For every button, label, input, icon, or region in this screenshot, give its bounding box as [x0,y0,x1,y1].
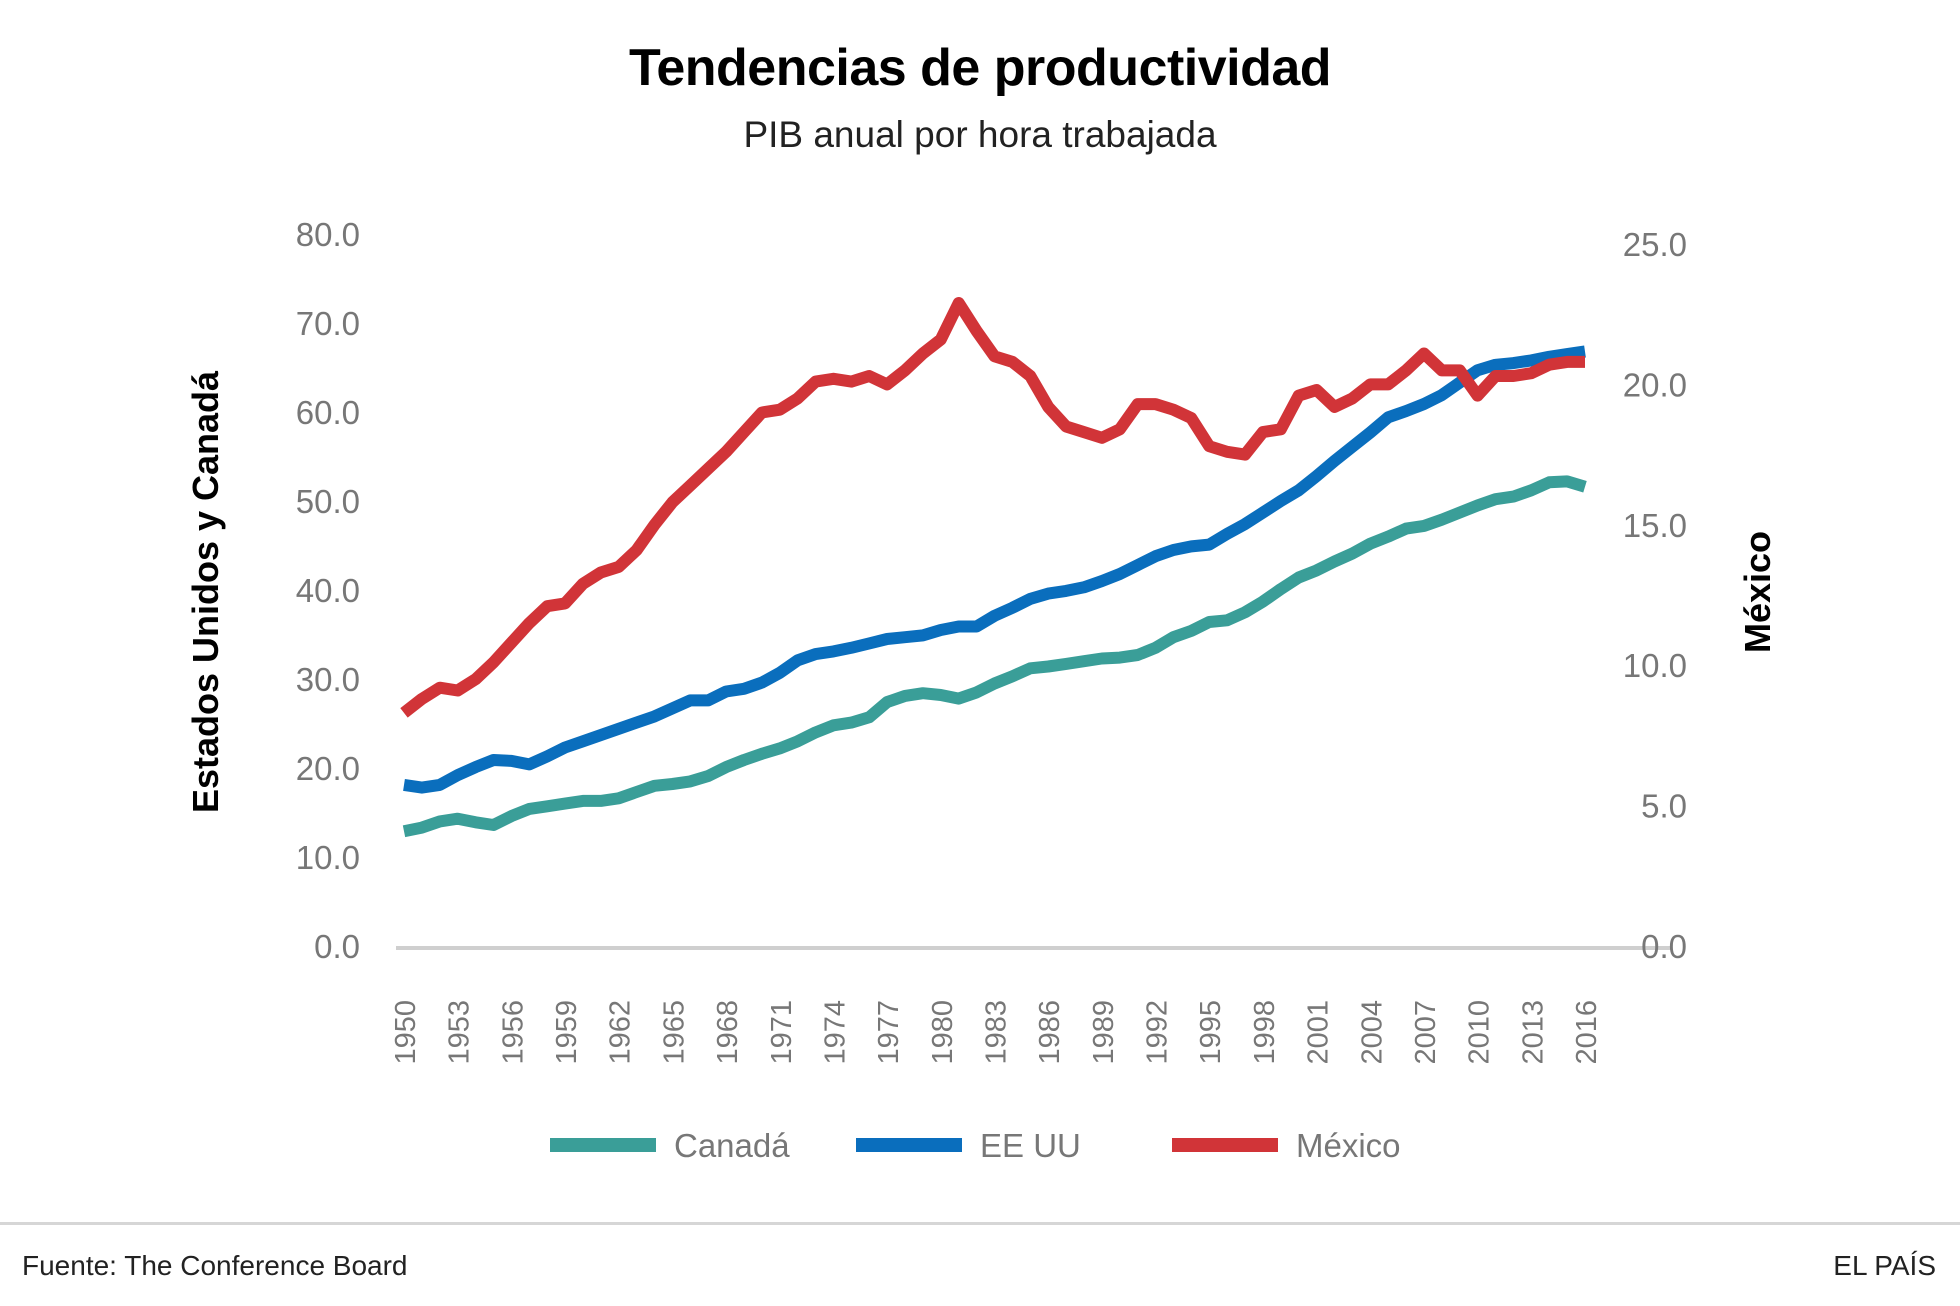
source-note: Fuente: The Conference Board [22,1250,408,1281]
x-tick-label: 2010 [1464,1000,1496,1065]
y-tick-label-right: 20.0 [1623,366,1687,403]
chart-subtitle: PIB anual por hora trabajada [743,114,1217,155]
x-tick-label: 2013 [1517,1000,1549,1065]
x-tick-label: 1983 [981,1000,1013,1065]
chart-title: Tendencias de productividad [628,39,1332,97]
legend-swatch [550,1138,656,1152]
y-tick-label-left: 20.0 [296,750,360,787]
y-axis-title-left: Estados Unidos y Canadá [185,370,226,813]
x-tick-label: 1950 [390,1000,422,1065]
x-tick-label: 2007 [1410,1000,1442,1065]
x-tick-label: 1992 [1142,1000,1174,1065]
x-tick-label: 1977 [873,1000,905,1065]
x-tick-label: 1959 [551,1000,583,1065]
y-tick-label-left: 0.0 [314,928,360,965]
x-tick-label: 2001 [1303,1000,1335,1065]
brand-logo: EL PAÍS [1833,1250,1936,1281]
legend-label: EE UU [980,1127,1081,1164]
x-tick-label: 1995 [1195,1000,1227,1065]
y-tick-label-left: 10.0 [296,839,360,876]
series-line-ee-uu [403,345,1586,794]
legend-swatch [1172,1138,1278,1152]
y-tick-label-right: 5.0 [1641,788,1687,825]
x-tick-label: 1989 [1088,1000,1120,1065]
x-tick-label: 1956 [497,1000,529,1065]
y-axis-title-right: México [1737,531,1778,653]
x-tick-label: 1986 [1034,1000,1066,1065]
x-tick-label: 1971 [766,1000,798,1065]
y-tick-label-left: 60.0 [296,394,360,431]
y-tick-label-left: 30.0 [296,661,360,698]
x-tick-label: 2004 [1356,1000,1388,1065]
x-tick-label: 1998 [1249,1000,1281,1065]
y-tick-label-left: 40.0 [296,572,360,609]
series-line-canad- [402,475,1587,838]
x-tick-label: 1962 [605,1000,637,1065]
series-line-m-xico [400,297,1585,718]
legend-label: México [1296,1127,1401,1164]
x-tick-label: 1974 [819,1000,851,1065]
x-tick-label: 1980 [927,1000,959,1065]
y-tick-label-left: 50.0 [296,483,360,520]
y-tick-label-left: 70.0 [296,305,360,342]
y-tick-label-right: 25.0 [1623,226,1687,263]
legend-label: Canadá [674,1127,790,1164]
y-tick-label-left: 80.0 [296,216,360,253]
footer-divider [0,1222,1960,1225]
x-tick-label: 1953 [444,1000,476,1065]
y-tick-label-right: 15.0 [1623,507,1687,544]
x-tick-label: 1965 [658,1000,690,1065]
y-tick-label-right: 0.0 [1641,928,1687,965]
x-tick-label: 2016 [1571,1000,1603,1065]
y-tick-label-right: 10.0 [1623,647,1687,684]
legend-swatch [856,1138,962,1152]
x-tick-label: 1968 [712,1000,744,1065]
